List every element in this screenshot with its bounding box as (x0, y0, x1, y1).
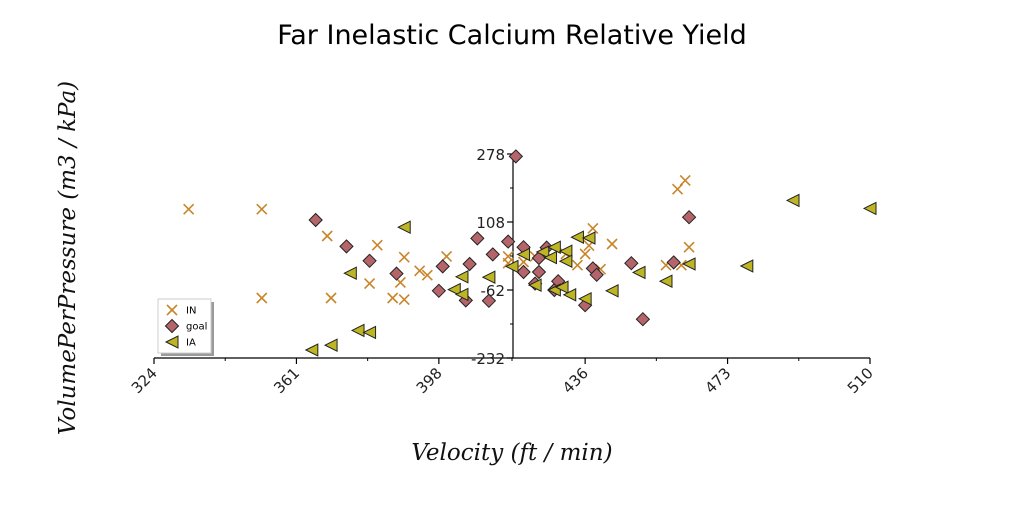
x-tick-label: 398 (413, 364, 446, 397)
data-point (500, 234, 516, 249)
data-point (339, 239, 354, 254)
data-point (739, 259, 754, 273)
legend: IN goal IA (157, 298, 214, 356)
data-point (562, 287, 577, 302)
data-point (624, 255, 639, 271)
data-point (558, 254, 573, 269)
data-point (535, 245, 550, 259)
data-point (527, 278, 542, 293)
data-point (321, 230, 333, 242)
y-tick-label: -62 (481, 282, 506, 300)
data-point (516, 264, 531, 280)
data-point (435, 259, 450, 274)
chart-title: Far Inelastic Calcium Relative Yield (277, 20, 747, 51)
data-point (679, 174, 691, 186)
data-point (431, 283, 447, 299)
data-point (414, 265, 426, 277)
data-point (862, 201, 877, 216)
data-point (325, 292, 337, 304)
data-point (785, 193, 800, 208)
data-point (462, 256, 477, 272)
legend-marker-goal (164, 318, 180, 334)
data-point (387, 292, 399, 304)
data-point (343, 266, 357, 281)
data-series (183, 149, 877, 357)
data-point (447, 282, 461, 297)
data-point (635, 311, 651, 327)
data-point (658, 274, 673, 289)
data-point (256, 203, 268, 215)
data-point (606, 238, 618, 250)
data-point (554, 280, 569, 295)
data-point (350, 323, 365, 338)
y-axis-label: VolumePerPressure (m3 / kPa) (55, 81, 81, 435)
legend-marker-ia (164, 335, 179, 349)
data-point (256, 292, 268, 304)
data-point (579, 248, 591, 260)
series-in (183, 174, 695, 306)
data-point (683, 241, 695, 253)
data-point (516, 247, 531, 262)
data-point (558, 244, 573, 259)
data-point (481, 270, 496, 285)
data-point (589, 267, 604, 283)
x-tick-label: 324 (128, 364, 161, 397)
x-tick-label: 473 (701, 364, 734, 397)
data-point (604, 283, 619, 298)
legend-label: IA (186, 338, 196, 349)
legend-marker-in (166, 304, 178, 316)
x-tick-label: 510 (844, 364, 877, 397)
data-point (454, 287, 469, 302)
data-point (398, 294, 410, 306)
data-point (631, 265, 646, 280)
data-point (547, 240, 561, 255)
data-point (666, 255, 681, 270)
data-point (470, 231, 485, 246)
y-ticks: 278 108 -62 -232 (471, 146, 513, 368)
legend-label: IN (186, 306, 196, 317)
data-point (362, 253, 377, 269)
data-point (304, 343, 319, 357)
data-point (481, 293, 497, 309)
data-point (508, 149, 524, 164)
x-tick-label: 436 (559, 364, 592, 397)
y-tick-label: 108 (476, 214, 505, 232)
legend-label: goal (186, 322, 207, 333)
series-goal (308, 149, 697, 327)
data-point (364, 278, 376, 290)
data-point (570, 230, 584, 245)
data-point (389, 266, 404, 281)
data-point (581, 231, 596, 245)
data-point (504, 259, 519, 274)
data-point (578, 291, 592, 306)
data-point (371, 239, 383, 251)
y-tick-label: 278 (476, 146, 505, 164)
data-point (397, 220, 411, 235)
data-point (571, 259, 584, 271)
data-point (531, 264, 547, 280)
data-point (681, 257, 696, 271)
y-tick-label: -232 (471, 350, 505, 368)
data-point (681, 209, 697, 225)
x-axis-label: Velocity (ft / min) (411, 440, 612, 466)
data-point (323, 338, 338, 353)
data-point (421, 269, 433, 281)
data-point (362, 325, 377, 340)
data-point (485, 247, 500, 262)
series-ia (304, 193, 877, 357)
data-point (587, 222, 599, 234)
data-point (398, 251, 410, 263)
data-point (454, 269, 469, 284)
data-point (543, 250, 557, 265)
x-tick-label: 361 (270, 364, 303, 397)
data-point (308, 212, 323, 228)
data-point (183, 203, 195, 215)
